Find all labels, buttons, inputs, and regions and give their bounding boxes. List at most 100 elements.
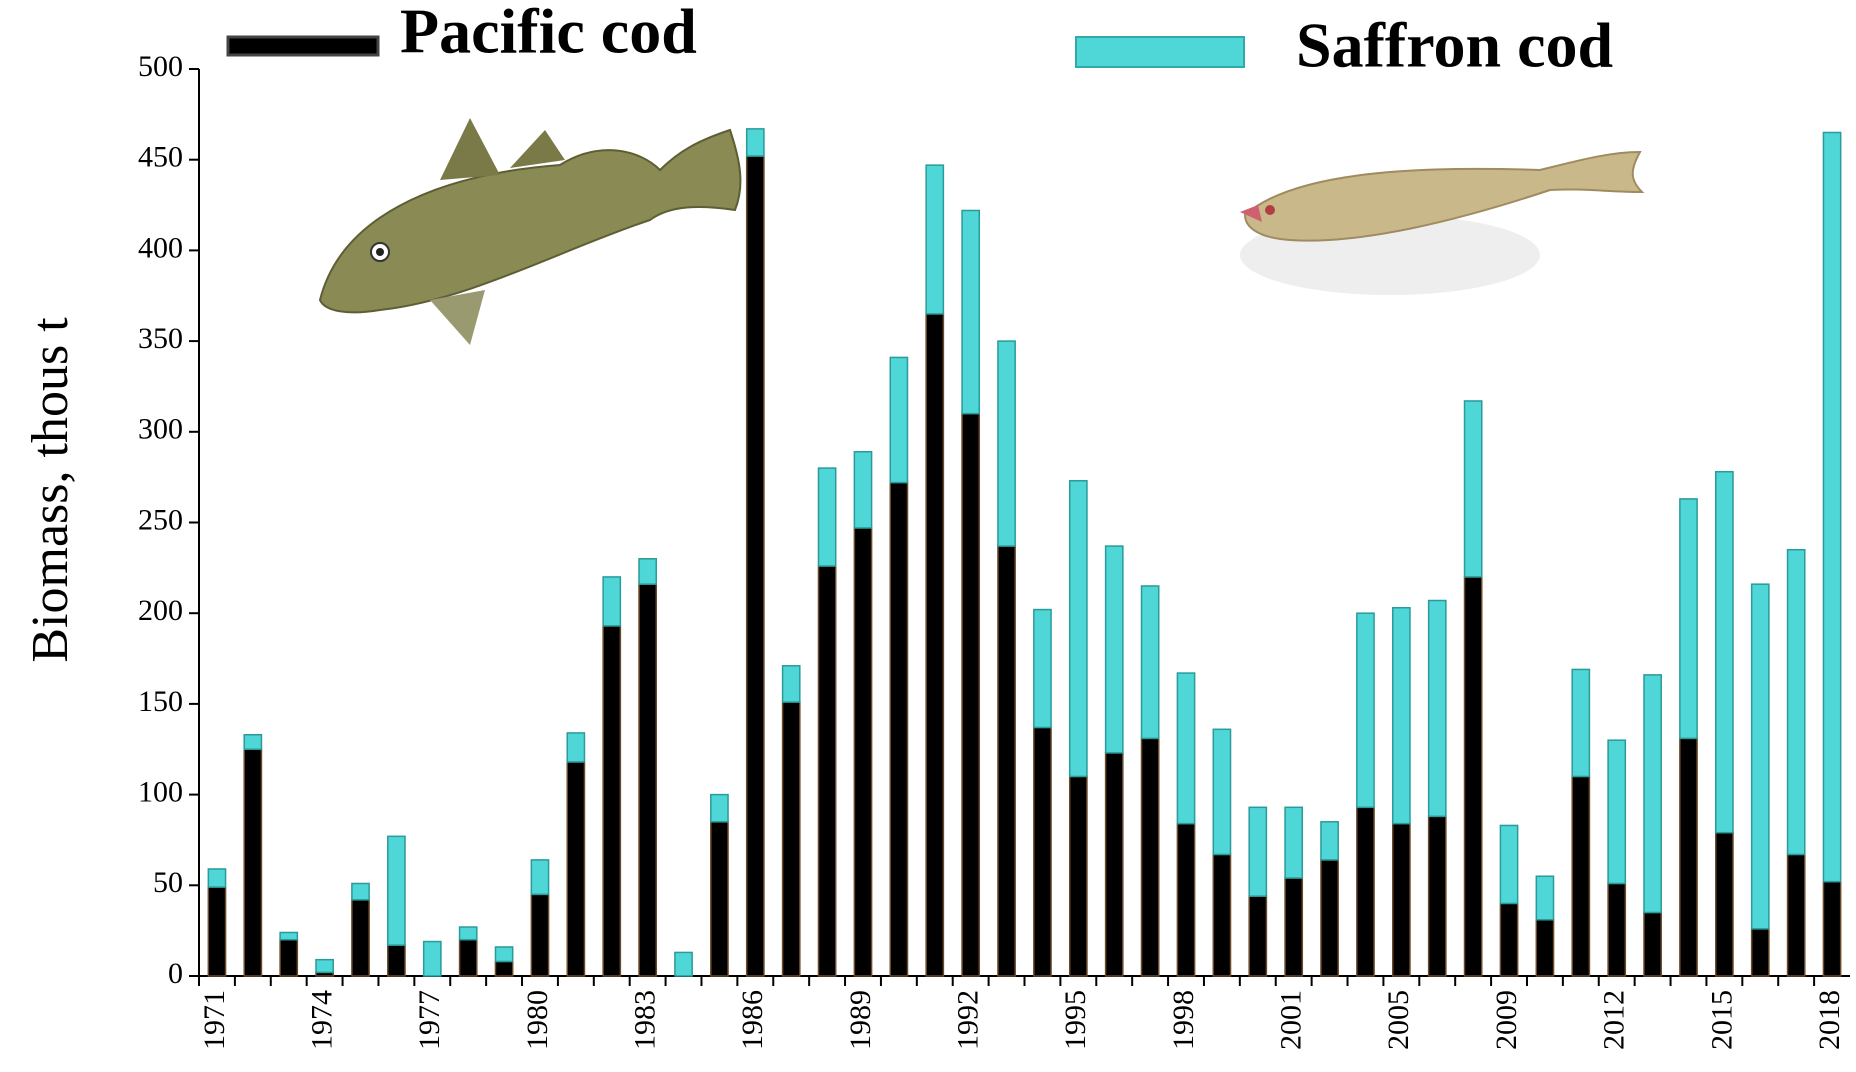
bar-segment xyxy=(1248,895,1268,977)
bar-segment xyxy=(710,821,729,977)
y-tick-label: 250 xyxy=(138,503,183,536)
bar-segment xyxy=(566,761,586,977)
bar-segment xyxy=(997,545,1016,977)
bar-segment xyxy=(1033,726,1052,977)
bar-segment xyxy=(1140,585,1160,740)
bar-segment xyxy=(1463,400,1483,578)
x-tick-label: 1980 xyxy=(521,990,554,1050)
x-tick-label: 1989 xyxy=(844,990,877,1050)
bar-segment xyxy=(745,128,765,157)
bar-segment xyxy=(1212,853,1232,977)
bar-segment xyxy=(1176,672,1196,825)
bar-segment xyxy=(781,701,801,977)
bar-segment xyxy=(1607,739,1627,885)
bar-segment xyxy=(1535,875,1555,921)
bar-segment xyxy=(817,467,837,567)
legend-label: Saffron cod xyxy=(1296,10,1613,81)
bar-segment xyxy=(1248,806,1268,897)
bar-segment xyxy=(1715,470,1734,834)
y-tick-label: 150 xyxy=(138,685,183,718)
x-tick-label: 1995 xyxy=(1059,990,1092,1050)
bar-segment xyxy=(1750,928,1770,977)
bar-segment xyxy=(853,527,873,977)
legend-swatch xyxy=(226,35,380,57)
bar-segment xyxy=(1356,806,1375,977)
x-tick-label: 1998 xyxy=(1167,990,1200,1050)
bar-segment xyxy=(1463,576,1483,977)
bar-segment xyxy=(530,893,550,977)
bar-segment xyxy=(602,625,622,977)
bar-segment xyxy=(1607,882,1627,977)
bar-segment xyxy=(853,451,873,529)
bar-segment xyxy=(925,313,945,977)
y-tick-label: 450 xyxy=(138,141,183,174)
bar-segment xyxy=(1140,737,1160,977)
x-tick-label: 1983 xyxy=(629,990,662,1050)
bar-segment xyxy=(243,733,263,750)
bar-segment xyxy=(387,944,406,977)
bar-segment xyxy=(1284,806,1304,879)
bar-segment xyxy=(961,412,981,977)
bar-segment xyxy=(1212,728,1232,856)
bar-segment xyxy=(1786,548,1806,856)
x-tick-label: 2005 xyxy=(1382,990,1415,1050)
bar-segment xyxy=(1391,607,1411,825)
bar-segment xyxy=(1284,877,1304,977)
bar-segment xyxy=(1499,902,1519,977)
bar-segment xyxy=(422,940,442,977)
bar-segment xyxy=(781,665,801,703)
bar-segment xyxy=(315,958,334,974)
bar-segment xyxy=(674,951,693,977)
bar-segment xyxy=(243,748,263,977)
bar-segment xyxy=(997,340,1016,547)
x-tick-label: 2001 xyxy=(1275,990,1308,1050)
bar-segment xyxy=(1320,821,1339,861)
bar-segment xyxy=(279,931,299,941)
bar-segment xyxy=(530,859,550,896)
bar-segment xyxy=(889,356,909,484)
y-tick-label: 500 xyxy=(138,50,183,83)
legend-swatch xyxy=(1075,36,1245,68)
bar-segment xyxy=(1643,674,1662,914)
bar-segment xyxy=(1643,911,1662,977)
y-tick-label: 200 xyxy=(138,594,183,627)
bar-segment xyxy=(1356,612,1375,809)
bar-segment xyxy=(889,481,909,977)
bar-segment xyxy=(1715,831,1734,977)
bar-segment xyxy=(1571,668,1591,778)
bar-segment xyxy=(207,886,227,977)
bar-segment xyxy=(1535,919,1555,977)
x-tick-label: 2018 xyxy=(1813,990,1846,1050)
bar-segment xyxy=(1068,775,1088,977)
bar-segment xyxy=(1679,737,1698,977)
bar-segment xyxy=(1104,545,1124,754)
y-tick-label: 50 xyxy=(153,866,183,899)
bar-segment xyxy=(1679,498,1698,740)
bar-segment xyxy=(1750,583,1770,930)
bar-segment xyxy=(207,868,227,888)
bar-segment xyxy=(1068,480,1088,778)
bar-segment xyxy=(566,732,586,763)
bar-segment xyxy=(638,558,658,585)
bar-segment xyxy=(961,209,981,415)
bar-segment xyxy=(1320,859,1339,977)
bar-segment xyxy=(710,793,729,823)
bar-segment xyxy=(279,938,299,977)
bar-segment xyxy=(1104,752,1124,977)
y-tick-label: 0 xyxy=(168,957,183,990)
bar-segment xyxy=(351,899,370,977)
bar-segment xyxy=(387,835,406,946)
bar-segment xyxy=(1427,815,1447,977)
bar-segment xyxy=(925,164,945,315)
bar-segment xyxy=(1176,822,1196,977)
y-axis-label: Biomass, thous t xyxy=(22,317,79,663)
bar-segment xyxy=(458,938,478,977)
bar-segment xyxy=(602,576,622,627)
bar-segment xyxy=(1427,599,1447,818)
y-tick-label: 300 xyxy=(138,413,183,446)
pacific-cod-illustration xyxy=(318,118,742,345)
x-tick-label: 1974 xyxy=(306,990,339,1050)
x-tick-label: 2015 xyxy=(1705,990,1738,1050)
x-tick-label: 1986 xyxy=(736,990,769,1050)
